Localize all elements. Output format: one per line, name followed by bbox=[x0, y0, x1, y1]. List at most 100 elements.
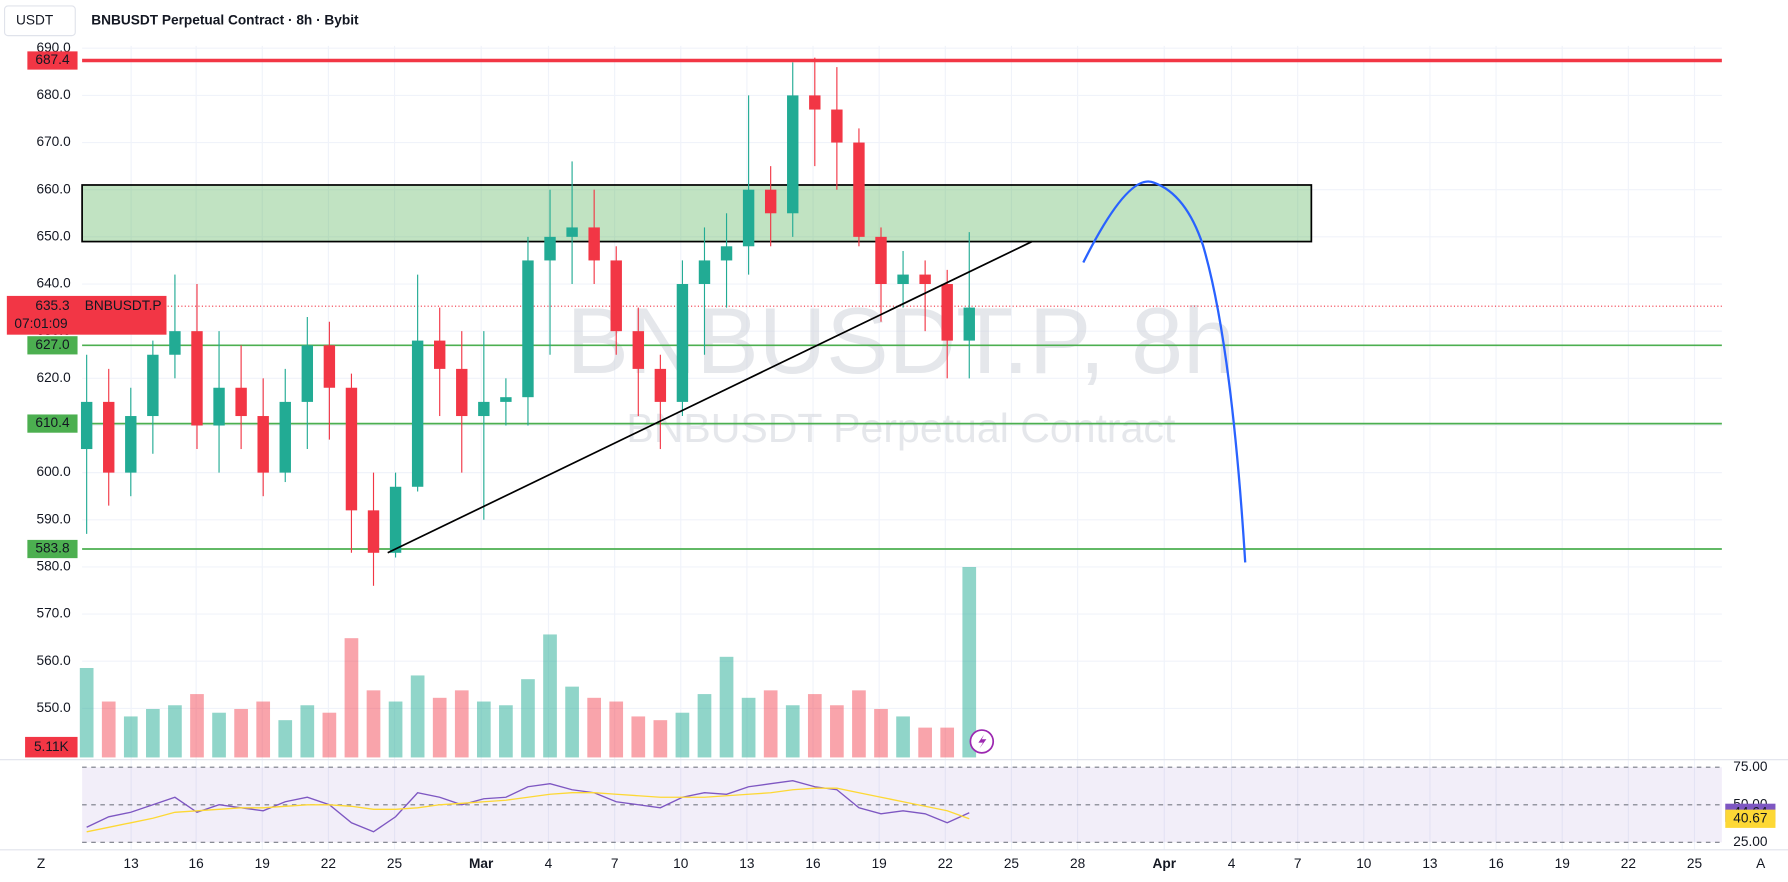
rsi-tick-label: 25.00 bbox=[1733, 834, 1768, 849]
volume-bar bbox=[300, 705, 315, 758]
x-tick-label: 22 bbox=[321, 856, 336, 871]
plot: 690.0680.0670.0660.0650.0640.0630.0620.0… bbox=[0, 40, 1788, 871]
volume-bar bbox=[278, 720, 293, 758]
rsi-value: 40.67 bbox=[1733, 810, 1767, 825]
volume-bar bbox=[940, 727, 955, 758]
volume-bar bbox=[79, 667, 94, 758]
volume-bar bbox=[190, 694, 204, 758]
candle-body bbox=[235, 387, 247, 417]
x-tick-label: 13 bbox=[1422, 856, 1437, 871]
x-tick-label: 7 bbox=[611, 856, 619, 871]
candle-body bbox=[610, 260, 622, 332]
volume-bar bbox=[785, 705, 800, 758]
x-tick-label: 7 bbox=[1294, 856, 1302, 871]
volume-bar bbox=[234, 708, 248, 758]
x-tick-label: 13 bbox=[739, 856, 754, 871]
rsi-band bbox=[82, 767, 1722, 843]
candle-body bbox=[389, 486, 402, 553]
volume-bar bbox=[830, 705, 844, 758]
zone bbox=[81, 184, 1313, 243]
volume-bar bbox=[741, 697, 756, 758]
candle-body bbox=[80, 401, 93, 450]
volume-bar bbox=[609, 701, 624, 758]
x-tick-label: 16 bbox=[189, 856, 204, 871]
candle-body bbox=[345, 387, 358, 511]
volume-bar bbox=[432, 697, 447, 758]
x-tick-label: 25 bbox=[387, 856, 403, 871]
volume-bar bbox=[719, 656, 734, 758]
candle-body bbox=[323, 345, 336, 388]
candle-body bbox=[941, 284, 953, 341]
candle-body bbox=[522, 260, 534, 398]
candle-body bbox=[566, 227, 578, 237]
timezone-button[interactable]: Z bbox=[37, 856, 45, 871]
candle-body bbox=[257, 416, 269, 473]
level-label-box bbox=[27, 336, 78, 355]
candle-body bbox=[279, 401, 291, 473]
y-tick-label: 580.0 bbox=[36, 559, 71, 574]
y-tick-label: 590.0 bbox=[36, 511, 71, 526]
candle-body bbox=[147, 354, 159, 417]
level-label: 583.8 bbox=[35, 541, 70, 556]
level-label: 610.4 bbox=[35, 415, 70, 430]
volume-bar bbox=[410, 675, 425, 758]
candle-body bbox=[720, 246, 733, 261]
volume-bar bbox=[344, 638, 359, 758]
candle-body bbox=[544, 236, 556, 261]
x-tick-label: 19 bbox=[1555, 856, 1570, 871]
volume-label-box bbox=[25, 736, 78, 758]
x-tick-label: 4 bbox=[545, 856, 553, 871]
candle-body bbox=[963, 307, 975, 341]
x-tick-label: Mar bbox=[469, 856, 494, 871]
candle-body bbox=[213, 387, 225, 426]
candle-body bbox=[191, 331, 203, 426]
volume-bar bbox=[874, 708, 888, 758]
y-tick-label: 600.0 bbox=[36, 464, 71, 479]
volume-bar bbox=[123, 716, 138, 758]
lightning-icon[interactable] bbox=[978, 734, 987, 749]
currency[interactable]: USDT bbox=[16, 12, 54, 27]
candle-body bbox=[434, 340, 446, 369]
volume-bar bbox=[146, 708, 160, 758]
y-tick-label: 680.0 bbox=[36, 87, 71, 102]
rsi-value-box bbox=[1725, 809, 1776, 828]
candle-body bbox=[632, 331, 644, 369]
currency-box[interactable] bbox=[3, 5, 76, 37]
candle-body bbox=[125, 416, 137, 473]
projection-curve bbox=[1082, 180, 1247, 563]
candle-body bbox=[787, 95, 799, 214]
rsi-line bbox=[86, 787, 970, 833]
volume-bar bbox=[763, 690, 778, 758]
volume-bar bbox=[101, 701, 116, 758]
volume-bar bbox=[631, 716, 646, 758]
candle-body bbox=[875, 236, 887, 285]
candle-body bbox=[897, 274, 909, 285]
auto-scale-button[interactable]: A bbox=[1756, 856, 1766, 871]
x-tick-label: 22 bbox=[938, 856, 953, 871]
y-tick-label: 670.0 bbox=[36, 134, 71, 149]
x-tick-label: 25 bbox=[1687, 856, 1703, 871]
candle-body bbox=[367, 510, 380, 553]
level-label: 627.0 bbox=[35, 337, 70, 352]
candle-body bbox=[698, 260, 711, 285]
candle-body bbox=[742, 189, 755, 247]
level-label-box bbox=[27, 539, 78, 559]
current-price: 635.3 bbox=[35, 298, 69, 313]
candle-body bbox=[588, 227, 600, 261]
volume-bar bbox=[388, 701, 403, 758]
candle-body bbox=[500, 397, 512, 402]
level-label: 687.4 bbox=[35, 52, 70, 67]
y-tick-label: 570.0 bbox=[36, 606, 71, 621]
volume-bar bbox=[697, 694, 712, 758]
volume-bar bbox=[499, 705, 513, 758]
candle-body bbox=[764, 189, 777, 214]
x-tick-label: 4 bbox=[1228, 856, 1236, 871]
x-tick-label: 22 bbox=[1621, 856, 1636, 871]
y-tick-label: 640.0 bbox=[36, 276, 71, 291]
x-tick-label: 28 bbox=[1070, 856, 1086, 871]
trendline bbox=[387, 240, 1033, 554]
watermark-name: BNBUSDT Perpetual Contract bbox=[626, 405, 1176, 451]
candle-body bbox=[919, 274, 931, 285]
x-tick-label: 10 bbox=[673, 856, 689, 871]
candle-body bbox=[478, 401, 490, 417]
